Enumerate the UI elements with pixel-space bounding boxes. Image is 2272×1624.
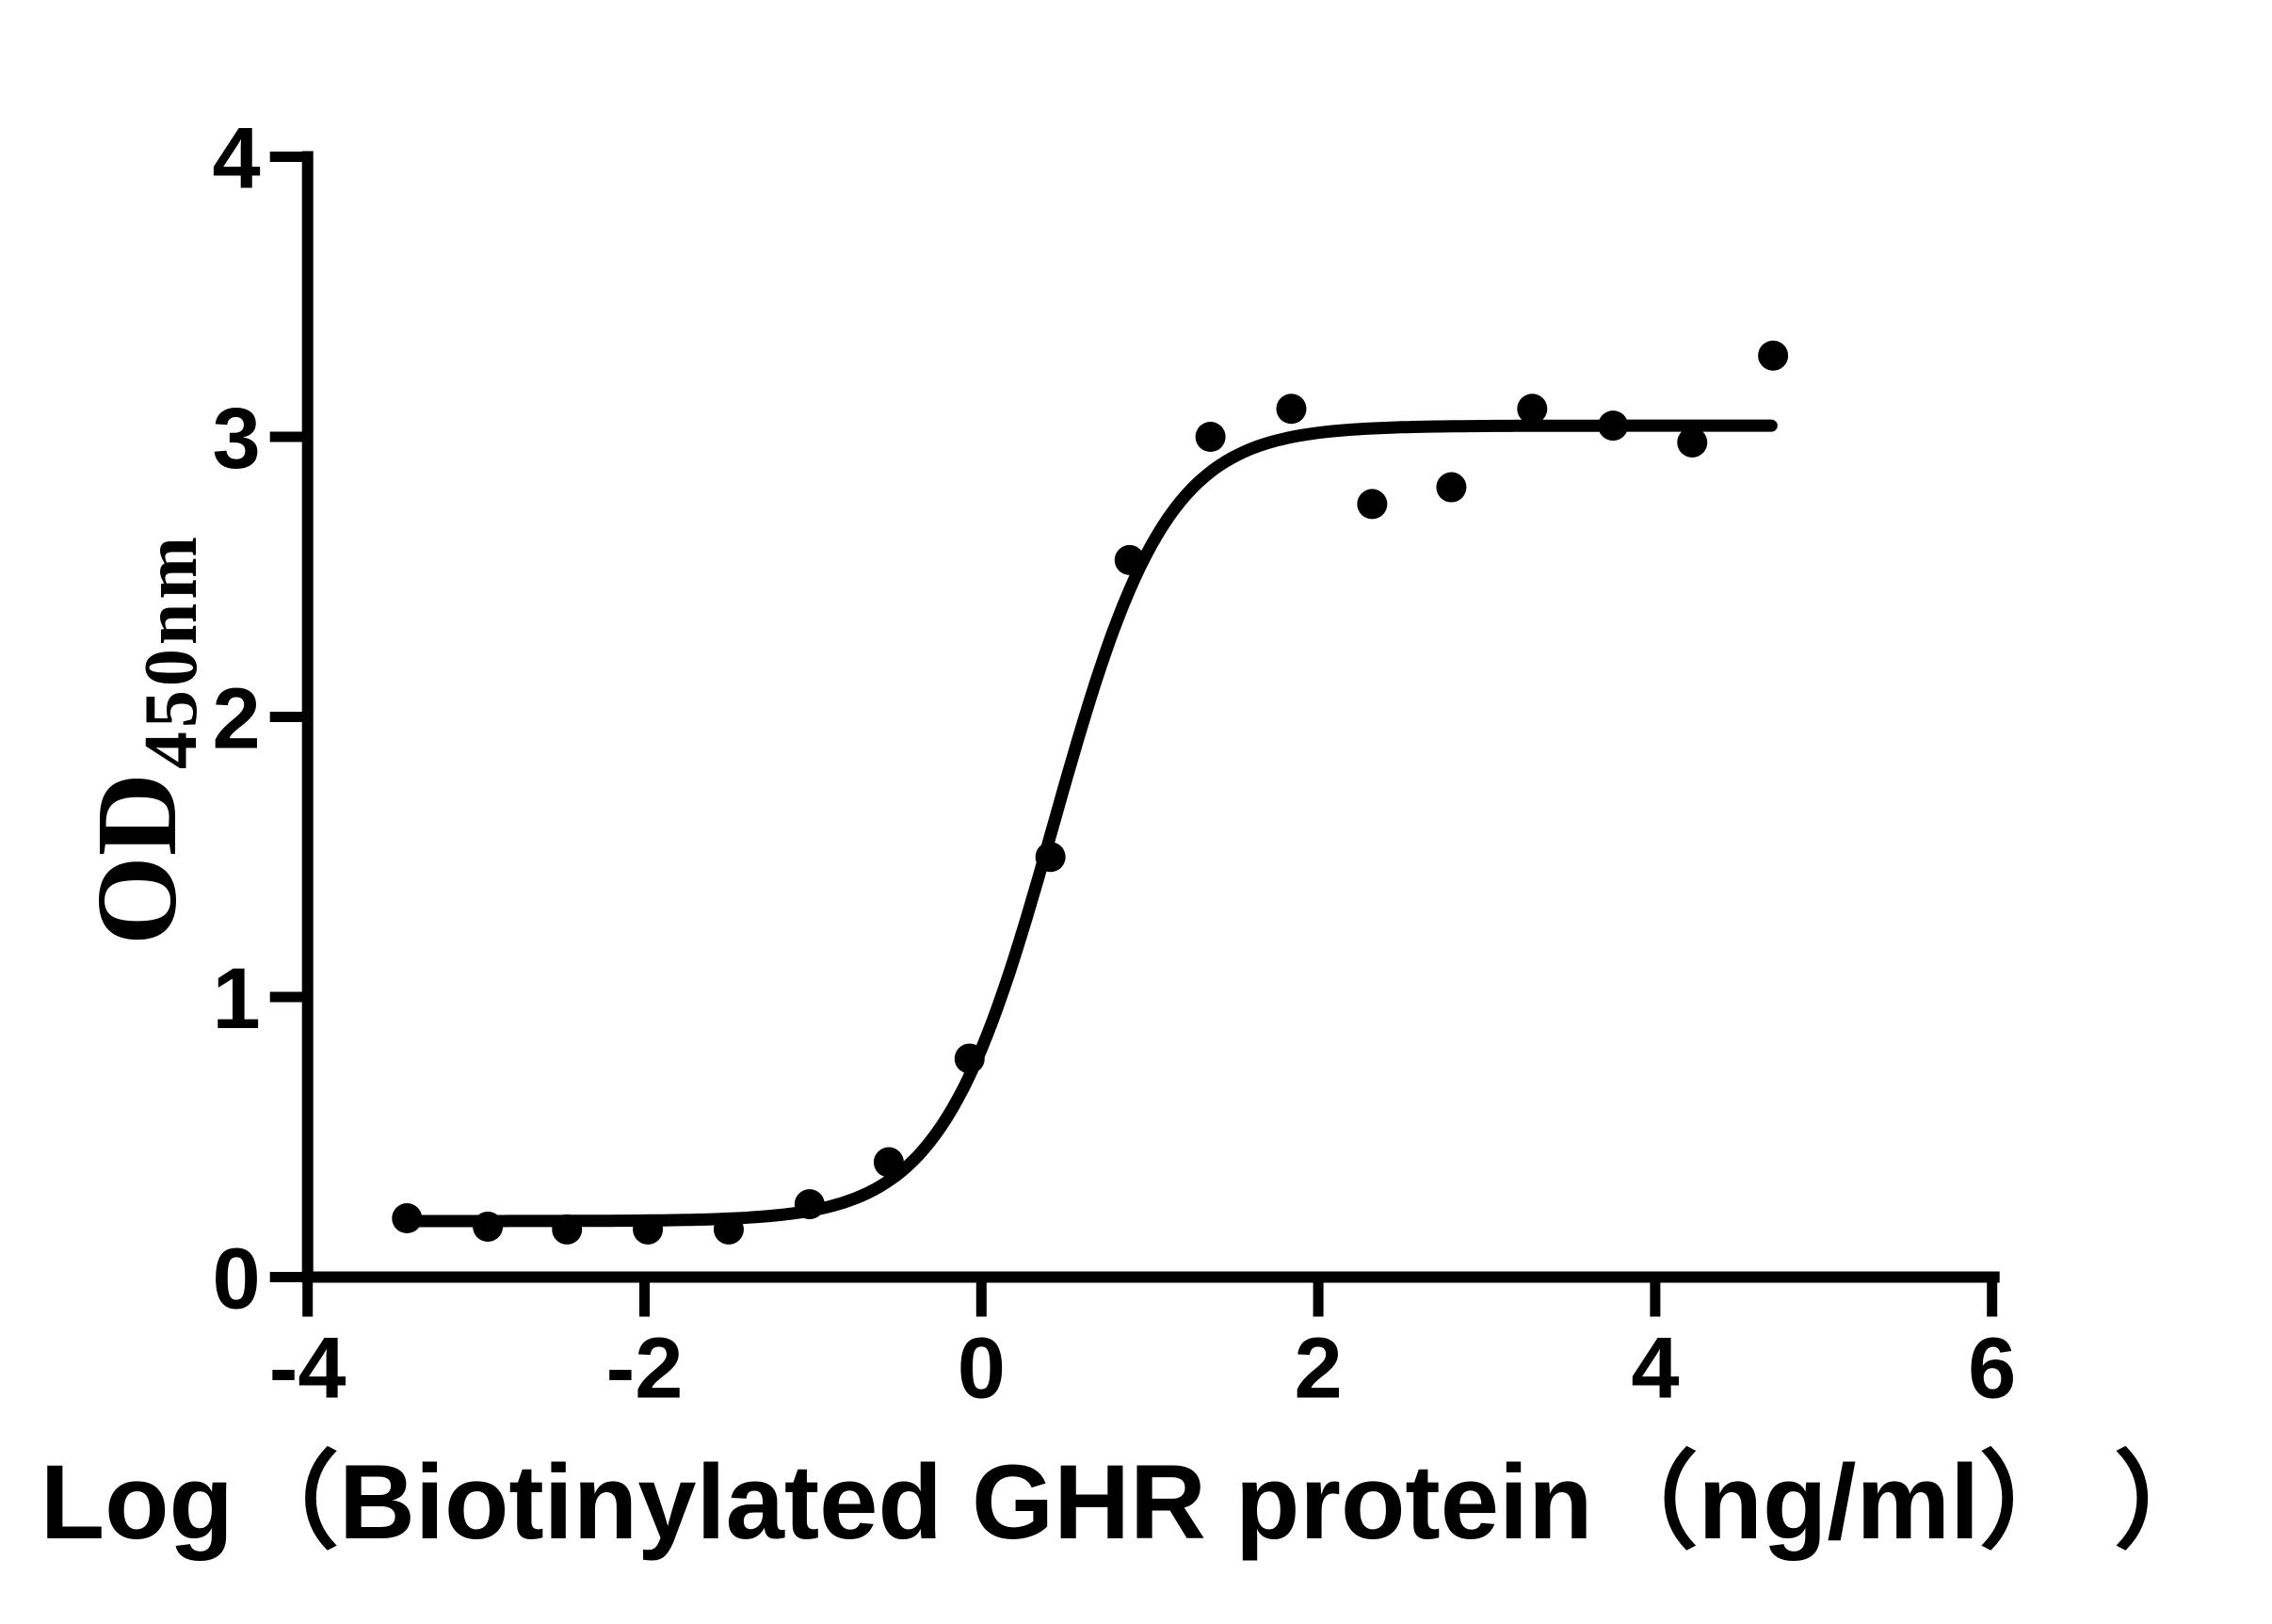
fit-curve xyxy=(400,419,1778,1228)
x-tick-label: -4 xyxy=(269,1321,346,1417)
data-point xyxy=(633,1214,664,1245)
y-tick-label: 2 xyxy=(213,671,261,767)
data-point xyxy=(1276,394,1307,425)
x-tick-label: 4 xyxy=(1631,1321,1679,1417)
data-point xyxy=(1114,544,1145,575)
x-tick-label: 0 xyxy=(958,1321,1006,1417)
data-point xyxy=(392,1203,423,1234)
data-point xyxy=(794,1189,825,1220)
data-point xyxy=(713,1214,744,1245)
data-point xyxy=(1598,410,1629,442)
y-axis-tick-labels: 0 1 2 3 4 xyxy=(213,111,261,1327)
y-axis-title-main: OD xyxy=(73,773,201,945)
x-axis-ticks xyxy=(302,1277,1998,1317)
y-axis-title-subscript: 450nm xyxy=(130,533,213,769)
y-axis-ticks xyxy=(269,152,308,1282)
x-tick-label: 6 xyxy=(1968,1321,2016,1417)
data-point xyxy=(1035,842,1066,873)
y-tick-label: 3 xyxy=(213,391,261,487)
data-point xyxy=(1357,489,1388,520)
y-tick-label: 1 xyxy=(213,951,261,1047)
data-point xyxy=(473,1211,504,1242)
data-point xyxy=(1758,340,1789,371)
data-point xyxy=(1517,394,1548,425)
y-tick-label: 0 xyxy=(213,1231,261,1327)
data-point xyxy=(1677,426,1708,458)
x-tick-label: -2 xyxy=(606,1321,684,1417)
x-axis-title: Log（Biotinylated GHR protein（ng/ml） ） xyxy=(40,1443,2220,1561)
data-point xyxy=(873,1147,904,1178)
data-point xyxy=(552,1214,583,1245)
x-axis-tick-labels: -4 -2 0 2 4 6 xyxy=(269,1321,2016,1417)
y-axis-title: OD 450nm xyxy=(73,533,213,945)
data-point xyxy=(1195,422,1226,452)
x-tick-label: 2 xyxy=(1295,1321,1343,1417)
data-point xyxy=(1436,472,1467,503)
y-tick-label: 4 xyxy=(213,111,261,207)
data-points xyxy=(392,340,1789,1245)
data-point xyxy=(954,1043,985,1074)
